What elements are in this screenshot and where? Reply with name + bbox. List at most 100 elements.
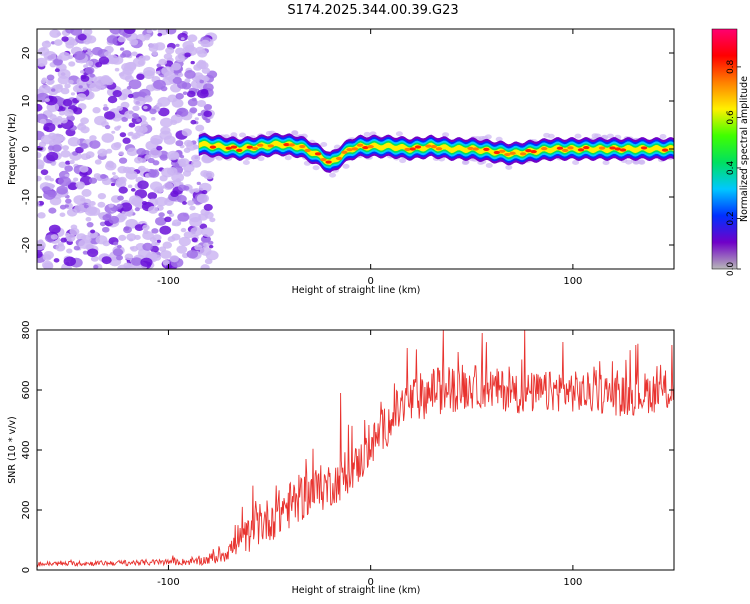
noise-blob: [189, 216, 203, 227]
noise-blob: [175, 93, 184, 100]
ridge-peak: [509, 151, 516, 155]
noise-blob: [191, 237, 198, 243]
halo-blob: [606, 133, 614, 139]
snr-ytick-label: 0: [21, 567, 32, 573]
noise-blob: [133, 96, 146, 107]
noise-blob: [194, 244, 203, 251]
noise-blob: [176, 107, 189, 117]
noise-blob: [130, 188, 136, 192]
noise-blob: [134, 207, 140, 212]
halo-blob: [574, 133, 582, 139]
noise-blob: [197, 49, 208, 58]
noise-blob: [134, 224, 144, 232]
noise-blob: [51, 144, 62, 152]
noise-blob: [196, 181, 201, 186]
noise-blob: [116, 177, 126, 185]
noise-blob: [203, 170, 215, 180]
noise-blob: [170, 114, 183, 124]
noise-blob: [54, 39, 63, 46]
snr-ylabel: SNR (10 * v/v): [7, 416, 18, 484]
noise-blob: [136, 148, 147, 156]
ridge-peak: [493, 150, 501, 155]
noise-blob: [151, 228, 159, 234]
noise-blob: [59, 204, 67, 210]
noise-blob: [132, 112, 138, 118]
noise-blob: [37, 164, 44, 170]
noise-blob: [127, 93, 134, 99]
ridge-peak: [556, 146, 564, 150]
noise-blob: [90, 229, 96, 234]
halo-blob: [543, 132, 551, 138]
noise-blob: [150, 117, 156, 121]
noise-blob: [160, 250, 172, 259]
noise-blob: [136, 118, 141, 123]
spectrogram-marks: [37, 29, 674, 269]
noise-blob: [163, 53, 173, 60]
noise-blob: [85, 60, 94, 67]
noise-blob: [73, 195, 86, 205]
noise-blob: [118, 72, 125, 77]
noise-blob: [191, 154, 201, 162]
ridge-peak: [356, 143, 364, 147]
ridge-peak: [619, 148, 627, 152]
noise-blob: [95, 61, 103, 68]
noise-blob: [81, 189, 92, 197]
halo-blob: [284, 155, 292, 161]
noise-blob: [103, 111, 116, 120]
noise-blob: [128, 122, 136, 128]
ridge-peak: [299, 144, 306, 149]
colorbar-ticks: 0.0 0.2 0.4 0.6 0.8: [726, 59, 741, 276]
ridge-peak: [351, 147, 359, 151]
noise-blob: [101, 74, 111, 82]
noise-blob: [187, 98, 198, 107]
noise-blob: [120, 202, 133, 212]
spectrogram-ytick-label: -10: [21, 189, 32, 205]
noise-blob: [199, 79, 204, 84]
noise-blob: [116, 203, 123, 209]
noise-blob: [106, 54, 119, 65]
noise-blob: [163, 71, 176, 81]
noise-blob: [131, 51, 138, 57]
noise-blob: [209, 217, 216, 223]
noise-blob: [68, 55, 74, 60]
noise-blob: [43, 126, 50, 131]
noise-blob: [67, 137, 81, 147]
noise-blob: [116, 244, 122, 249]
noise-blob: [118, 157, 128, 164]
noise-blob: [104, 124, 111, 130]
ridge-peak: [614, 147, 621, 151]
snr-panel: -100 0 100 0 200 400 600 800 Height of straight…: [7, 320, 675, 596]
noise-blob: [101, 256, 112, 265]
noise-blob: [149, 181, 163, 191]
noise-blob: [171, 222, 177, 226]
ridge-peak: [467, 146, 474, 150]
noise-blob: [127, 131, 134, 137]
noise-blob: [97, 192, 107, 200]
noise-blob: [132, 132, 141, 139]
noise-blob: [180, 37, 185, 41]
noise-blob: [60, 150, 71, 158]
noise-blob: [112, 248, 124, 257]
noise-blob: [80, 70, 85, 74]
noise-blob: [134, 234, 141, 241]
noise-blob: [195, 124, 205, 132]
noise-blob: [62, 145, 70, 151]
noise-blob: [178, 236, 191, 247]
noise-blob: [87, 48, 92, 52]
noise-blob: [50, 234, 58, 240]
noise-blob: [158, 212, 165, 218]
noise-blob: [200, 39, 211, 48]
halo-blob: [312, 165, 320, 171]
noise-blob: [78, 122, 84, 127]
noise-blob: [70, 92, 76, 96]
colorbar-gradient: [712, 29, 737, 269]
snr-xtick-label: 100: [563, 577, 582, 588]
noise-blob: [54, 68, 60, 73]
noise-blob: [198, 182, 212, 193]
noise-blob: [67, 79, 74, 85]
noise-blob: [100, 174, 107, 179]
noise-blob: [115, 113, 122, 119]
noise-blob: [57, 176, 71, 187]
noise-blob: [56, 55, 63, 60]
noise-blob: [206, 70, 218, 79]
